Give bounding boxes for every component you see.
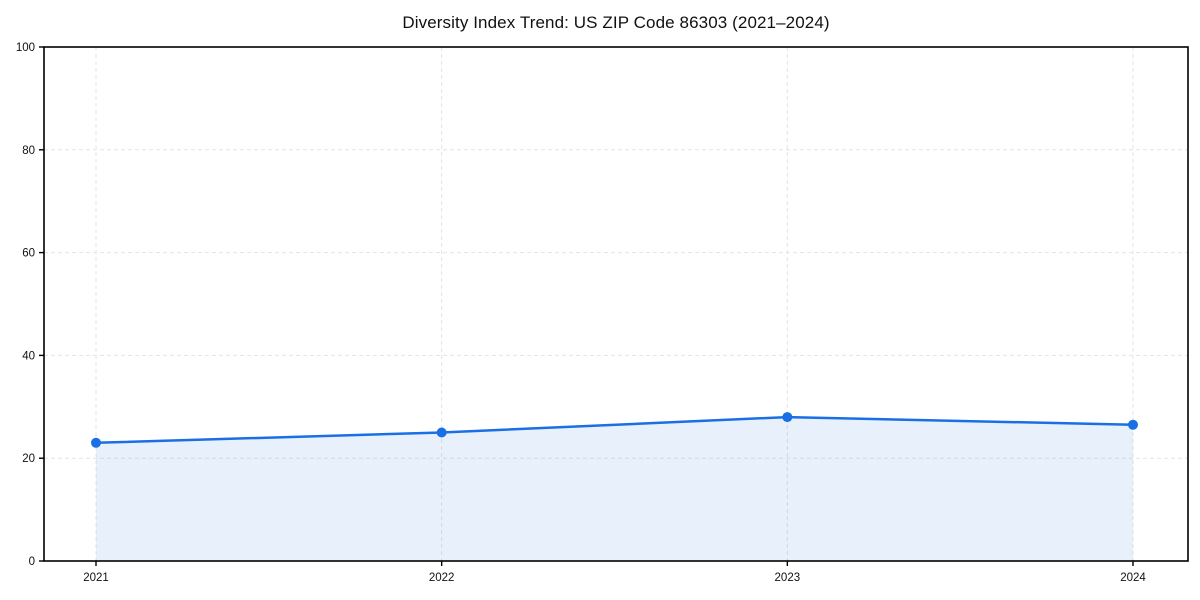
x-tick-label: 2024 (1120, 572, 1146, 584)
data-point (436, 427, 447, 438)
plot-frame (43, 46, 1189, 562)
data-point (1128, 419, 1138, 430)
area-fill (96, 417, 1133, 561)
x-tick-label: 2023 (775, 572, 801, 584)
y-tick-label: 20 (22, 453, 35, 465)
data-point (91, 437, 101, 448)
y-tick-label: 100 (16, 42, 35, 54)
y-tick-label: 40 (22, 350, 35, 362)
x-tick-label: 2022 (429, 572, 455, 584)
y-tick-label: 60 (22, 248, 35, 260)
x-tick-label: 2021 (83, 572, 109, 584)
chart-title: Diversity Index Trend: US ZIP Code 86303… (402, 13, 830, 32)
data-point (782, 412, 793, 423)
y-tick-label: 80 (22, 145, 35, 157)
trend-line (94, 415, 1135, 445)
y-tick-label: 0 (29, 556, 35, 568)
